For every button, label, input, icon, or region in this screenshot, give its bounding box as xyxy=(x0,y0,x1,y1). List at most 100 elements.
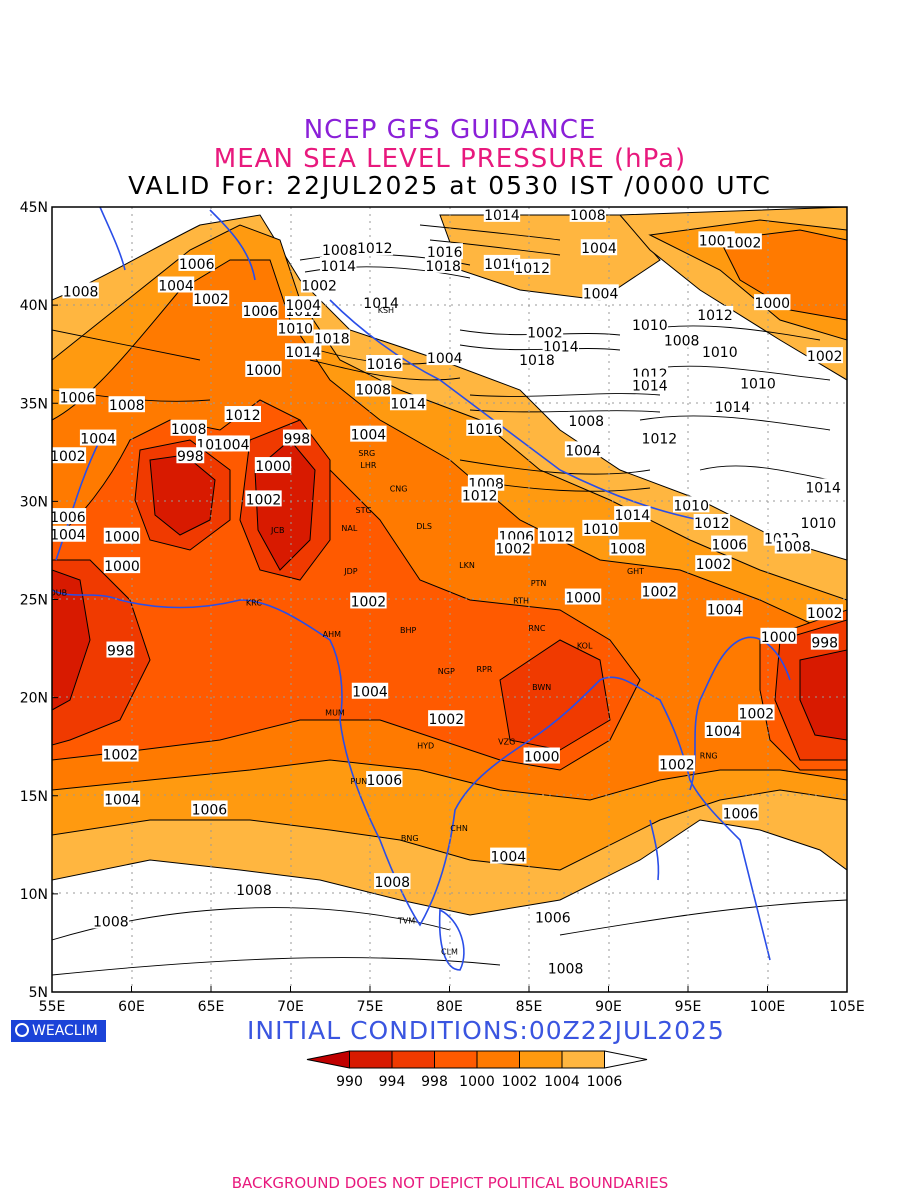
contour-label: 1002 xyxy=(658,755,696,773)
svg-text:1000: 1000 xyxy=(104,559,140,575)
longitude-axis: 55E 60E 65E 70E 75E 80E 85E 90E 95E 100E 105E xyxy=(39,986,865,1015)
contour-label: 1004 xyxy=(706,600,743,618)
svg-text:1002: 1002 xyxy=(351,594,387,610)
svg-text:1002: 1002 xyxy=(301,279,337,295)
svg-text:1004: 1004 xyxy=(581,241,617,257)
title-valid-time: VALID For: 22JUL2025 at 0530 IST /0000 U… xyxy=(128,171,772,200)
contour-label: 1008 xyxy=(663,331,700,349)
city-label: DUB xyxy=(50,589,68,598)
contour-label: 1004 xyxy=(79,429,117,448)
contour-label: 998 xyxy=(810,633,839,652)
contour-label: 1012 xyxy=(513,258,551,277)
svg-text:1002: 1002 xyxy=(659,757,695,773)
svg-text:1002: 1002 xyxy=(807,349,843,365)
svg-text:1002: 1002 xyxy=(495,541,531,557)
svg-text:1014: 1014 xyxy=(805,481,841,497)
contour-label: 1000 xyxy=(564,588,602,607)
contour-label: 1018 xyxy=(518,351,556,369)
city-label: RPR xyxy=(477,665,493,674)
svg-text:1012: 1012 xyxy=(225,408,261,424)
svg-text:1008: 1008 xyxy=(171,422,207,438)
contour-label: 1018 xyxy=(313,329,351,347)
contour-label: 1008 xyxy=(170,419,207,438)
contour-label: 1016 xyxy=(466,419,503,438)
svg-text:1004: 1004 xyxy=(50,528,86,544)
svg-text:1006: 1006 xyxy=(192,802,228,818)
contour-label: 1014 xyxy=(362,294,400,312)
contour-label: 1004 xyxy=(426,349,463,367)
contour-label: 1010 xyxy=(582,519,619,538)
svg-text:1000: 1000 xyxy=(565,591,601,607)
svg-text:1014: 1014 xyxy=(632,379,668,395)
svg-text:1000: 1000 xyxy=(761,630,797,646)
lat-tick-label: 5N xyxy=(29,985,48,1001)
svg-text:1008: 1008 xyxy=(664,333,700,349)
title-field: MEAN SEA LEVEL PRESSURE (hPa) xyxy=(213,144,687,174)
contour-label: 1008 xyxy=(374,873,411,891)
svg-text:1012: 1012 xyxy=(694,516,730,532)
contour-label: 1004 xyxy=(580,239,618,257)
contour-label: 1004 xyxy=(564,441,602,459)
contour-label: 1012 xyxy=(693,513,731,532)
svg-text:1016: 1016 xyxy=(467,422,503,438)
svg-text:998: 998 xyxy=(811,636,838,652)
city-label: JCB xyxy=(270,526,284,535)
city-label: LHR xyxy=(360,461,376,470)
city-label: BHP xyxy=(400,626,417,635)
contour-label: 1012 xyxy=(696,305,734,324)
svg-text:1002: 1002 xyxy=(50,449,86,465)
lat-tick-label: 40N xyxy=(20,298,48,314)
globe-icon xyxy=(15,1023,29,1037)
svg-text:998: 998 xyxy=(177,449,204,465)
svg-text:1002: 1002 xyxy=(103,748,139,764)
svg-text:1018: 1018 xyxy=(519,353,555,369)
contour-label: 1004 xyxy=(285,296,322,314)
svg-text:998: 998 xyxy=(283,432,310,448)
contour-label: 1002 xyxy=(428,710,465,728)
contour-label: 1008 xyxy=(235,880,273,899)
city-label: KRC xyxy=(246,598,262,607)
svg-text:1002: 1002 xyxy=(428,712,464,728)
contour-label: 1014 xyxy=(320,256,357,275)
contour-label: 1012 xyxy=(356,239,393,257)
initial-conditions: INITIAL CONDITIONS:00Z22JUL2025 xyxy=(247,1016,725,1045)
city-label: CLM xyxy=(441,948,458,957)
svg-text:1004: 1004 xyxy=(352,685,388,701)
lat-tick-label: 20N xyxy=(20,691,48,707)
svg-text:1006: 1006 xyxy=(723,806,759,822)
svg-text:1006: 1006 xyxy=(712,538,748,554)
svg-text:1006: 1006 xyxy=(50,510,86,526)
svg-text:1004: 1004 xyxy=(491,850,527,866)
svg-text:1004: 1004 xyxy=(214,437,250,453)
svg-text:1008: 1008 xyxy=(374,875,410,891)
svg-text:1002: 1002 xyxy=(739,706,775,722)
contour-label: 1012 xyxy=(224,406,261,424)
svg-text:1004: 1004 xyxy=(565,443,601,459)
city-label: BNG xyxy=(401,834,419,843)
svg-text:1000: 1000 xyxy=(754,296,790,312)
svg-text:1000: 1000 xyxy=(104,530,140,546)
svg-text:1002: 1002 xyxy=(726,235,762,251)
svg-text:1000: 1000 xyxy=(524,750,560,766)
contour-label: 998 xyxy=(282,429,311,448)
svg-text:1010: 1010 xyxy=(673,498,709,514)
svg-text:1008: 1008 xyxy=(236,883,272,899)
svg-text:1004: 1004 xyxy=(285,298,321,314)
contour-label: 1006 xyxy=(59,388,96,406)
contour-label: 1006 xyxy=(50,508,87,526)
contour-label: 1010 xyxy=(739,374,777,393)
svg-text:1004: 1004 xyxy=(104,793,140,809)
svg-text:1004: 1004 xyxy=(427,351,463,367)
svg-text:1000: 1000 xyxy=(255,459,291,475)
city-label: STG xyxy=(356,506,372,515)
svg-text:1008: 1008 xyxy=(322,243,358,259)
contour-label: 1004 xyxy=(582,284,619,302)
svg-text:1008: 1008 xyxy=(109,398,145,414)
lon-tick-label: 60E xyxy=(118,999,145,1015)
latitude-axis: 45N 40N 35N 30N 25N 20N 15N 10N 5N xyxy=(20,200,58,1001)
contour-label: 1014 xyxy=(542,337,579,355)
city-label: CHN xyxy=(450,824,468,833)
lat-tick-label: 25N xyxy=(20,593,48,609)
svg-text:1008: 1008 xyxy=(570,208,606,224)
